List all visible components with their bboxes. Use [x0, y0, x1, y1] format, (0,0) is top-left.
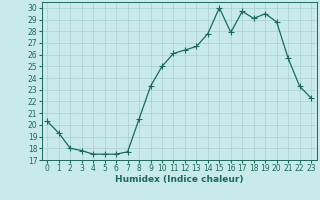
X-axis label: Humidex (Indice chaleur): Humidex (Indice chaleur) — [115, 175, 244, 184]
